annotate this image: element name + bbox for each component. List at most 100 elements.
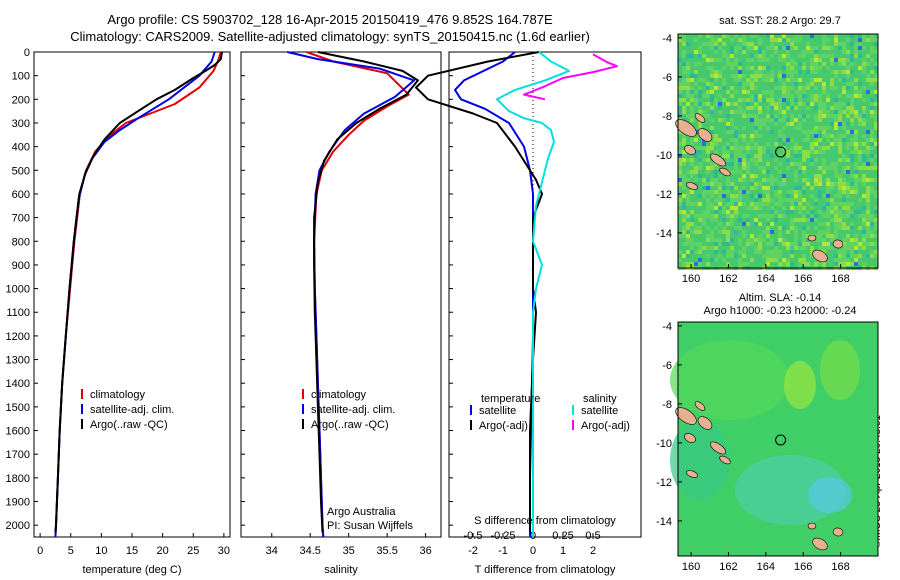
sst-cell [794,198,798,202]
sst-cell [786,38,790,42]
sst-cell [866,178,870,182]
sst-cell [810,58,814,62]
sst-cell [802,202,806,206]
sst-cell [774,250,778,254]
sst-cell [814,142,818,146]
sst-cell [858,150,862,154]
sst-cell [810,210,814,214]
sst-cell [730,234,734,238]
sst-cell [786,166,790,170]
sst-cell [854,122,858,126]
sst-cell [874,250,878,254]
sst-cell [710,106,714,110]
sst-cell [846,90,850,94]
sst-cell [854,194,858,198]
sst-cell [758,222,762,226]
sst-cell [710,210,714,214]
sst-cell [874,58,878,62]
sst-cell [810,142,814,146]
sst-cell [742,158,746,162]
sst-cell [702,54,706,58]
sst-cell [854,146,858,150]
sst-cell [690,74,694,78]
x-tick-label: 15 [126,545,138,557]
sst-cell [694,126,698,130]
sst-cell [734,54,738,58]
legend-label: satellite [479,405,516,417]
sst-cell [770,170,774,174]
sst-cell [790,62,794,66]
sst-cell [682,206,686,210]
sst-cell [722,262,726,266]
sst-cell [790,42,794,46]
sst-cell [790,250,794,254]
sst-cell [810,118,814,122]
sst-cell [794,178,798,182]
sst-cell [754,118,758,122]
sst-cell [722,206,726,210]
sst-cell [730,90,734,94]
series-line-1 [415,51,543,533]
map-x-tick-label: 166 [794,561,812,573]
sst-cell [690,154,694,158]
sst-cell [710,202,714,206]
sst-cell [754,238,758,242]
sst-cell [850,62,854,66]
sst-cell [858,130,862,134]
sst-cell [726,110,730,114]
sst-cell [802,162,806,166]
sst-cell [754,218,758,222]
sst-cell [722,58,726,62]
sst-cell [702,238,706,242]
sst-cell [846,214,850,218]
sst-cell [758,38,762,42]
sst-cell [706,146,710,150]
sst-cell [762,194,766,198]
sst-cell [842,174,846,178]
sst-cell [750,78,754,82]
legend-heading: salinity [583,393,617,405]
sst-cell [834,134,838,138]
sst-cell [846,258,850,262]
sst-cell [838,214,842,218]
sst-cell [802,78,806,82]
sst-cell [802,170,806,174]
sst-cell [754,242,758,246]
sst-cell [794,34,798,38]
sst-cell [714,238,718,242]
island-shape [685,470,699,478]
sst-cell [818,138,822,142]
sst-cell [810,54,814,58]
sst-cell [866,118,870,122]
sst-cell [794,118,798,122]
sst-cell [730,190,734,194]
sst-cell [750,42,754,46]
sst-cell [678,98,682,102]
sst-cell [734,102,738,106]
map-y-tick-label: -4 [662,321,672,333]
sst-cell [742,238,746,242]
sst-cell [698,210,702,214]
sst-cell [842,82,846,86]
sst-cell [854,34,858,38]
sst-cell [690,170,694,174]
sst-cell [738,214,742,218]
sst-cell [842,170,846,174]
y-tick-label: 300 [12,118,30,130]
sst-cell [866,134,870,138]
sst-cell [854,130,858,134]
sst-cell [806,42,810,46]
sst-cell [794,242,798,246]
sst-cell [778,262,782,266]
sst-cell [698,138,702,142]
sst-cell [874,50,878,54]
sst-cell [762,186,766,190]
island-shape [675,119,697,137]
island-shape [697,128,713,142]
sst-cell [866,262,870,266]
sst-cell [794,218,798,222]
sst-cell [706,54,710,58]
sst-cell [866,226,870,230]
sst-cell [854,218,858,222]
sst-cell [846,170,850,174]
